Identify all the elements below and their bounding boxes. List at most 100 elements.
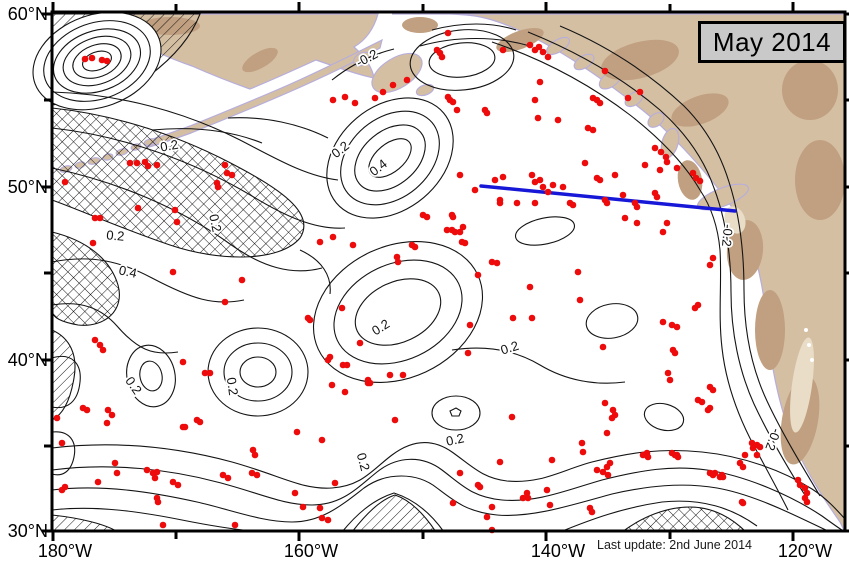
float-dot [399,371,407,379]
float-dot [619,191,627,199]
float-dot [659,318,667,326]
float-dot [539,183,547,191]
float-dot [331,479,339,487]
float-dot [153,161,161,169]
float-dot [513,199,521,207]
float-dot [709,254,717,262]
last-update-note: Last update: 2nd June 2014 [597,538,752,552]
float-dot [306,316,314,324]
float-dot [531,96,539,104]
float-dot [324,356,332,364]
float-dot [104,406,112,414]
float-dot [394,258,402,266]
float-dot [641,161,649,169]
float-dot [576,296,584,304]
map-frame [42,2,849,541]
float-dot [603,199,611,207]
float-dot [113,469,121,477]
float-dot [603,463,611,471]
float-dot [636,88,644,96]
float-dot [499,46,507,54]
float-dot [343,361,351,369]
float-dot [574,268,582,276]
float-dot [528,314,536,322]
float-dot [596,99,604,107]
float-dot [456,171,464,179]
float-dot [593,466,601,474]
float-dot [89,239,97,247]
date-label: May 2014 [712,26,832,57]
y-axis-tick-label: 30°N [8,521,48,541]
float-dot [316,238,324,246]
y-axis-tick-label: 50°N [8,177,48,197]
float-dot [569,201,577,209]
float-dot [153,468,161,476]
float-dot [488,258,496,266]
float-dot [53,414,61,422]
float-dot [171,206,179,214]
float-dot [474,271,482,279]
float-dot [338,304,346,312]
float-dot [709,471,717,479]
float-dot [341,93,349,101]
float-dot [364,379,372,387]
float-dot [526,41,534,49]
float-dot [664,369,672,377]
float-dot [666,376,674,384]
float-dot [393,253,401,261]
float-dot [91,214,99,222]
contour-label: 0.2 [354,451,373,472]
float-dot [341,388,349,396]
float-dot [456,228,464,236]
float-dot [531,178,539,186]
float-dot [449,499,457,507]
float-dot [496,458,504,466]
float-dot [379,88,387,96]
float-dot [464,349,472,357]
float-dot [549,181,557,189]
float-dot [99,346,107,354]
float-dot [443,226,451,234]
float-dot [719,473,727,481]
float-dot [403,76,411,84]
float-dot [221,298,229,306]
float-dot [444,29,452,37]
float-dot [88,54,96,62]
contour-label: 0.2 [224,376,241,396]
float-dot [753,451,761,459]
float-dot [662,153,670,161]
float-dot [351,99,359,107]
float-dot [689,169,697,177]
float-dot [803,498,811,506]
float-dot [584,124,592,132]
float-dot [508,413,516,421]
float-dot [588,508,596,516]
float-dot [698,398,706,406]
float-dot [546,501,554,509]
float-dot [411,243,419,251]
float-dot [694,301,702,309]
float-dot [459,223,467,231]
float-dot [316,504,324,512]
float-dot [329,96,337,104]
float-dot [201,369,209,377]
float-dot [159,521,167,529]
contour-label: 0.2 [106,227,125,244]
float-dot [196,418,204,426]
float-dot [108,411,116,419]
float-dot [169,268,177,276]
float-dot [169,478,177,486]
float-dot [499,173,507,181]
float-dot [174,481,182,489]
float-dot [83,406,91,414]
float-dot [559,183,567,191]
float-dot [238,276,246,284]
float-dot [609,406,617,414]
float-dot [451,228,459,236]
float-dot [483,109,491,117]
float-dot [291,489,299,497]
float-dot [578,439,586,447]
float-dot [709,386,717,394]
float-dot [391,416,399,424]
float-dot [456,469,464,477]
